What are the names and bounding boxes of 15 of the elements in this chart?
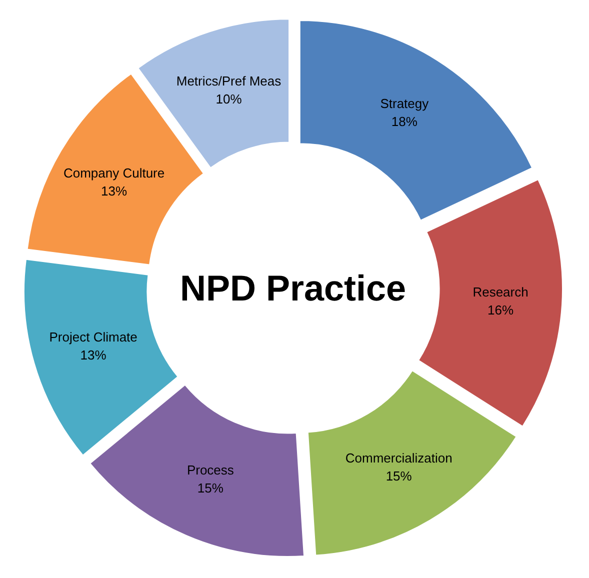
data-label: 10% bbox=[216, 92, 242, 107]
data-label: 16% bbox=[488, 302, 514, 318]
slice-label: Process bbox=[186, 462, 234, 478]
slice-label: Research bbox=[472, 284, 528, 300]
data-label: 15% bbox=[197, 480, 224, 496]
slice-label: Project Climate bbox=[49, 330, 138, 345]
data-label: 15% bbox=[386, 468, 412, 484]
data-label: 18% bbox=[391, 114, 418, 129]
slice-label: Commercialization bbox=[345, 450, 452, 466]
slice-label: Strategy bbox=[380, 96, 430, 111]
slice-label: Company Culture bbox=[63, 166, 165, 181]
data-label: 13% bbox=[101, 184, 128, 199]
data-label: 13% bbox=[80, 348, 107, 363]
text: NPD Practice bbox=[180, 268, 406, 308]
slice-label: Metrics/Pref Meas bbox=[176, 74, 282, 89]
